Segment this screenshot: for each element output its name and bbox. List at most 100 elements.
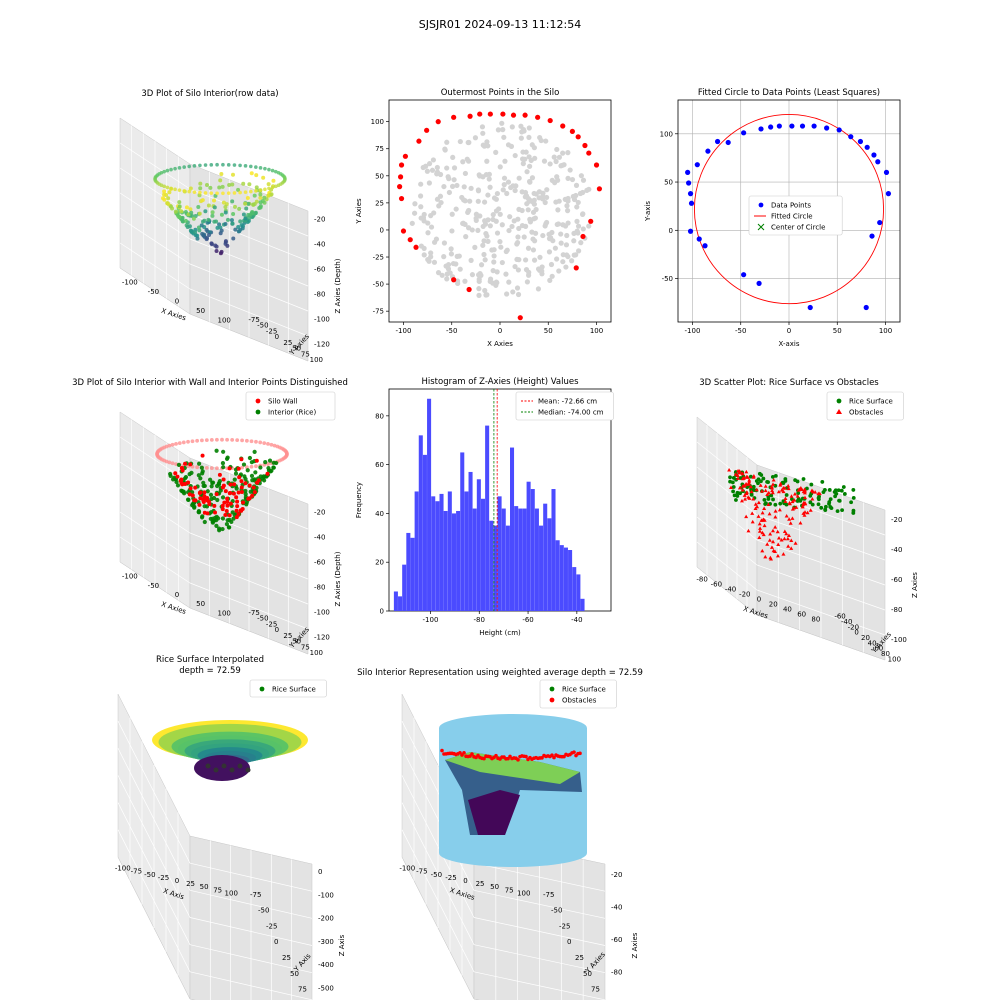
c3-interior-117 xyxy=(244,502,249,507)
c5-rice-0 xyxy=(849,500,854,505)
c1-interior-206 xyxy=(429,167,436,173)
c5-obst-13 xyxy=(760,530,765,535)
c1-interior-320 xyxy=(490,268,496,274)
c5-title: 3D Scatter Plot: Rice Surface vs Obstacl… xyxy=(699,378,879,388)
c1-interior-183 xyxy=(569,258,575,264)
c7-legend-label-1: Obstacles xyxy=(562,697,597,705)
c5-legend-box xyxy=(826,391,904,421)
c0-point-49 xyxy=(183,209,188,214)
c1-interior-110 xyxy=(477,173,483,179)
c0-point-160 xyxy=(177,200,182,205)
c3-wall-77 xyxy=(265,471,270,476)
c5-obst-129 xyxy=(770,528,775,533)
c4-bar-35 xyxy=(539,525,544,611)
c5-obst-124 xyxy=(762,506,767,510)
c5-rice-87 xyxy=(749,492,754,497)
c1-interior-354 xyxy=(550,238,556,244)
c5-rice-1 xyxy=(810,502,815,507)
c1-interior-301 xyxy=(446,176,452,182)
c3-interior-128 xyxy=(274,460,279,466)
c0-point-218 xyxy=(191,216,196,221)
c3-interior-65 xyxy=(249,473,255,479)
c1-interior-190 xyxy=(503,271,509,277)
c5-obst-2 xyxy=(753,502,758,506)
c1-interior-379 xyxy=(547,277,553,283)
c5-obst-148 xyxy=(746,528,751,533)
c3-interior-68 xyxy=(199,465,204,470)
c5-obst-106 xyxy=(766,502,771,506)
c1-interior-231 xyxy=(580,226,586,232)
c2-xtick-label-4: 100 xyxy=(879,327,892,335)
c7-ytick-label-3: 0 xyxy=(567,938,571,946)
c1-interior-91 xyxy=(526,125,532,131)
c7-legend-marker-1 xyxy=(549,697,555,703)
c3-interior-89 xyxy=(220,516,226,521)
c3-ztick-label-5: -120 xyxy=(314,634,330,642)
c1-interior-232 xyxy=(529,142,535,148)
c5-obst-30 xyxy=(770,482,775,486)
c7-obst-11 xyxy=(462,751,466,755)
c7-xtick-label-8: 100 xyxy=(517,889,530,897)
c0-rim-63 xyxy=(270,168,275,173)
c5-obst-149 xyxy=(749,489,754,494)
c6-xtick-label-1: -75 xyxy=(131,868,142,876)
c1-interior-345 xyxy=(501,134,507,140)
c5-rice-100 xyxy=(828,505,833,509)
c0-point-176 xyxy=(199,223,204,228)
c5-obst-34 xyxy=(793,541,798,545)
c2-ytick-label-1: 0 xyxy=(669,227,673,235)
c3-rim-57 xyxy=(204,438,209,442)
c5-rice-98 xyxy=(780,480,785,485)
c1-interior-299 xyxy=(454,253,460,259)
c1-interior-251 xyxy=(586,186,592,192)
c0-point-86 xyxy=(168,204,173,209)
c3-interior-88 xyxy=(224,522,230,527)
c6-ytick-label-6: 75 xyxy=(298,986,307,994)
c1-interior-265 xyxy=(526,272,532,278)
c0-rim-23 xyxy=(187,189,191,194)
c3-title: 3D Plot of Silo Interior with Wall and I… xyxy=(72,378,348,388)
c1-interior-226 xyxy=(418,193,424,199)
c7-obst-15 xyxy=(470,752,474,756)
c1-interior-40 xyxy=(439,272,445,278)
c0-point-208 xyxy=(173,209,178,214)
c3-rim-60 xyxy=(220,437,224,442)
c5-rice-64 xyxy=(763,502,768,506)
c1-interior-184 xyxy=(460,159,466,165)
c0-point-35 xyxy=(217,222,222,227)
c2-point-29 xyxy=(702,243,708,249)
c5-obst-155 xyxy=(755,504,760,509)
c2-point-16 xyxy=(836,127,842,133)
c1-interior-119 xyxy=(428,213,434,219)
c3-wall-81 xyxy=(201,497,206,502)
c0-ytick-label-0: -75 xyxy=(248,316,259,324)
c5-obst-55 xyxy=(779,537,784,542)
c6-ztick-label-2: -200 xyxy=(318,915,334,923)
c0-rim-49 xyxy=(198,163,202,168)
c1-interior-255 xyxy=(564,232,570,239)
c4-bar-1 xyxy=(398,596,403,611)
c4-bar-14 xyxy=(451,513,456,611)
c4-xtick-label-0: -100 xyxy=(423,616,439,624)
c1-interior-330 xyxy=(531,197,537,203)
c1-interior-378 xyxy=(532,215,538,221)
c3-interior-164 xyxy=(226,525,232,530)
c3-xtick-label-3: 50 xyxy=(196,600,205,608)
c0-point-76 xyxy=(230,221,235,226)
c6-ztick-label-4: -400 xyxy=(318,961,334,969)
c0-rim-5 xyxy=(276,183,281,188)
c0-rim-20 xyxy=(203,191,208,195)
c2-xtick-label-0: -100 xyxy=(685,327,701,335)
c7-ytick-label-4: 25 xyxy=(575,954,584,962)
c5-rice-47 xyxy=(748,474,753,479)
c1-interior-375 xyxy=(571,238,577,244)
c1-interior-6 xyxy=(450,154,456,161)
c1-interior-350 xyxy=(567,167,573,173)
c5-obst-10 xyxy=(775,553,780,558)
c1-interior-263 xyxy=(531,190,537,197)
c1-interior-114 xyxy=(428,250,434,256)
c5-obst-141 xyxy=(762,523,767,528)
c0-zlabel: Z Axies (Depth) xyxy=(334,258,342,313)
c5-obst-154 xyxy=(801,489,806,494)
chart-3d-rice-obstacles: 3D Scatter Plot: Rice Surface vs Obstacl… xyxy=(696,378,919,663)
